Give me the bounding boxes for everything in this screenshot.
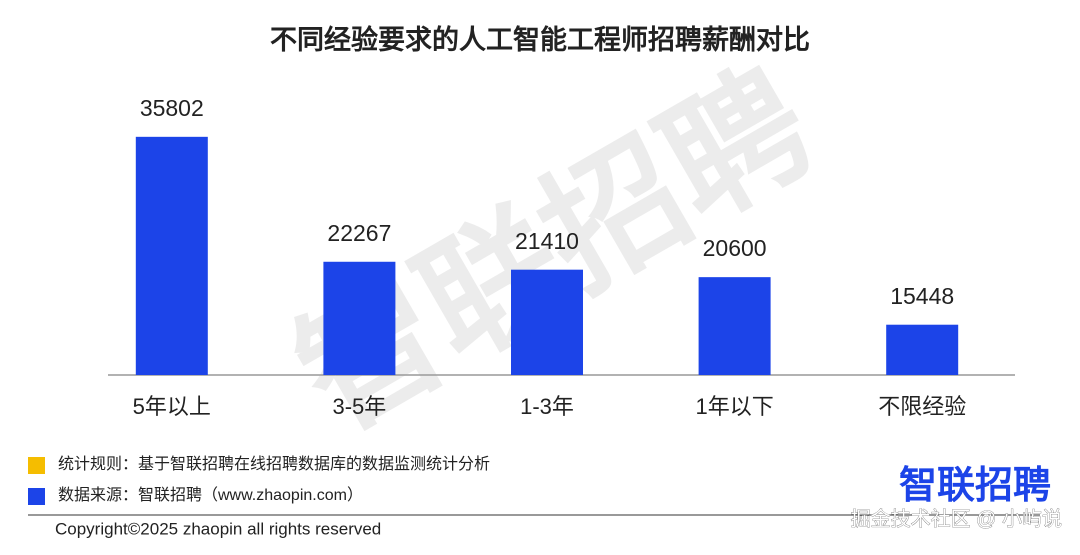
- bar: [135, 136, 208, 375]
- x-tick-label: 5年以上: [133, 394, 211, 419]
- value-label: 21410: [515, 228, 579, 254]
- footnote: 数据来源：智联招聘（www.zhaopin.com）: [58, 486, 363, 504]
- x-tick-label: 1年以下: [695, 394, 773, 419]
- bar: [323, 261, 396, 375]
- value-label: 20600: [703, 235, 767, 261]
- footnote: 统计规则：基于智联招聘在线招聘数据库的数据监测统计分析: [58, 455, 490, 473]
- value-label: 35802: [140, 95, 204, 121]
- bar: [698, 277, 771, 375]
- credit: 掘金技术社区 @ 小屿说: [851, 507, 1062, 530]
- value-label: 15448: [890, 283, 954, 309]
- chart-title: 不同经验要求的人工智能工程师招聘薪酬对比: [270, 24, 810, 55]
- copyright: Copyright©2025 zhaopin all rights reserv…: [55, 519, 381, 538]
- x-tick-label: 不限经验: [878, 394, 966, 419]
- value-label: 22267: [327, 220, 391, 246]
- footnote-marker: [28, 488, 45, 505]
- footnote-marker: [28, 457, 45, 474]
- bar: [886, 324, 959, 375]
- x-tick-label: 3-5年: [332, 394, 386, 419]
- bar: [511, 269, 583, 375]
- logo: 智联招聘: [899, 465, 1051, 507]
- x-tick-label: 1-3年: [520, 394, 574, 419]
